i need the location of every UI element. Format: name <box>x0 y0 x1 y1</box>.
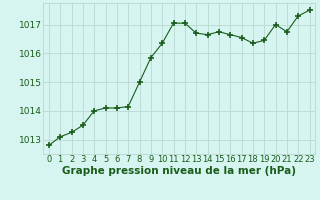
X-axis label: Graphe pression niveau de la mer (hPa): Graphe pression niveau de la mer (hPa) <box>62 166 296 176</box>
